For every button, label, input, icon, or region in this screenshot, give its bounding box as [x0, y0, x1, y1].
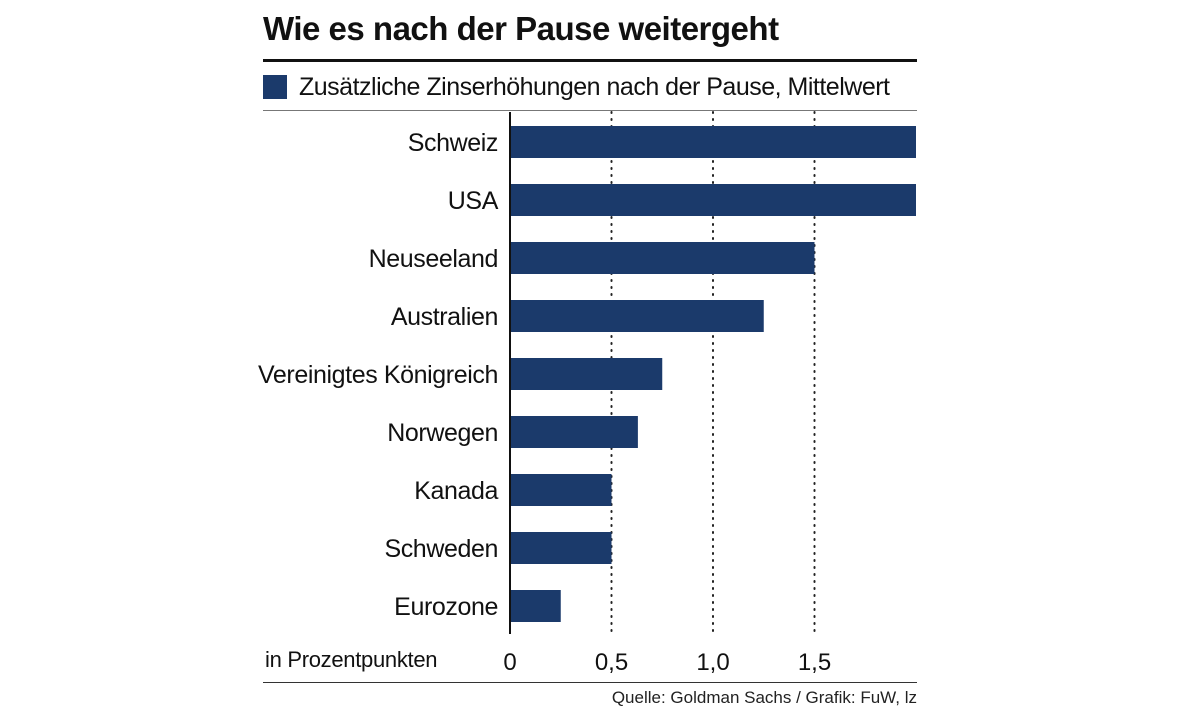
legend-label: Zusätzliche Zinserhöhungen nach der Paus… [299, 72, 890, 101]
bar [510, 416, 638, 448]
tick-label: 1,0 [696, 649, 729, 676]
category-label: Schweiz [408, 129, 498, 157]
bar [510, 126, 916, 158]
title-rule [263, 59, 917, 62]
tick-labels: 0 0,5 1,0 1,5 [503, 649, 831, 676]
category-label: Norwegen [387, 419, 498, 447]
tick-label: 1,5 [798, 649, 831, 676]
bar [510, 300, 764, 332]
bars [510, 126, 916, 622]
unit-label: in Prozentpunkten [265, 647, 438, 672]
bar [510, 474, 612, 506]
category-label: Australien [391, 303, 498, 331]
legend-swatch [263, 75, 287, 99]
category-label: Vereinigtes Königreich [258, 361, 498, 389]
source-note: Quelle: Goldman Sachs / Grafik: FuW, lz [611, 688, 917, 707]
bar [510, 242, 815, 274]
category-label: USA [448, 187, 499, 215]
category-label: Eurozone [394, 593, 498, 621]
bar [510, 184, 916, 216]
bottom-rule [263, 682, 917, 683]
category-label: Kanada [414, 477, 498, 505]
category-labels: Schweiz USA Neuseeland Australien Vereinigte… [258, 129, 499, 621]
bar [510, 590, 561, 622]
tick-label: 0,5 [595, 649, 628, 676]
category-label: Neuseeland [369, 245, 498, 273]
legend: Zusätzliche Zinserhöhungen nach der Paus… [263, 70, 890, 104]
legend-rule [263, 110, 917, 111]
bar [510, 532, 612, 564]
category-label: Schweden [384, 535, 498, 563]
chart-title: Wie es nach der Pause weitergeht [263, 10, 779, 47]
bar [510, 358, 663, 390]
tick-label: 0 [503, 649, 516, 676]
